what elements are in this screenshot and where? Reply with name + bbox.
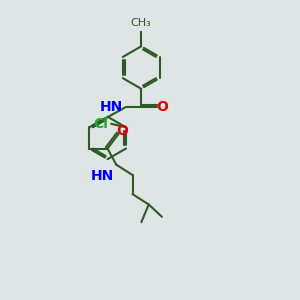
Text: O: O [116, 124, 128, 138]
Text: O: O [157, 100, 169, 114]
Text: HN: HN [91, 169, 114, 183]
Text: CH₃: CH₃ [131, 18, 152, 28]
Text: Cl: Cl [93, 117, 108, 131]
Text: HN: HN [100, 100, 123, 114]
